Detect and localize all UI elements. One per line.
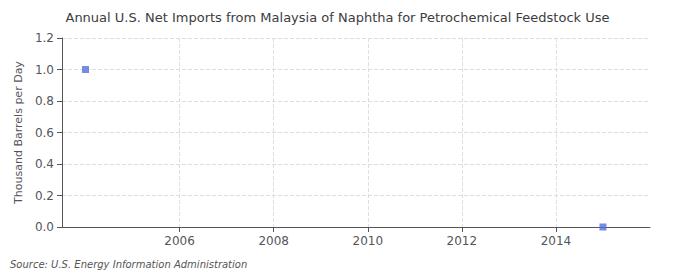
svg-text:2012: 2012 — [447, 234, 478, 248]
svg-text:1.0: 1.0 — [35, 63, 54, 77]
svg-text:Source: U.S. Energy Informatio: Source: U.S. Energy Information Administ… — [10, 259, 247, 270]
svg-text:2008: 2008 — [258, 234, 289, 248]
svg-text:2014: 2014 — [541, 234, 572, 248]
svg-text:2010: 2010 — [352, 234, 383, 248]
svg-text:0.6: 0.6 — [35, 126, 54, 140]
svg-text:2006: 2006 — [164, 234, 195, 248]
svg-text:0.0: 0.0 — [35, 220, 54, 234]
svg-text:0.4: 0.4 — [35, 157, 54, 171]
svg-text:0.8: 0.8 — [35, 94, 54, 108]
svg-text:1.2: 1.2 — [35, 31, 54, 45]
svg-text:Annual U.S. Net Imports from M: Annual U.S. Net Imports from Malaysia of… — [65, 10, 609, 25]
svg-text:Thousand Barrels per Day: Thousand Barrels per Day — [12, 61, 25, 205]
svg-text:0.2: 0.2 — [35, 189, 54, 203]
